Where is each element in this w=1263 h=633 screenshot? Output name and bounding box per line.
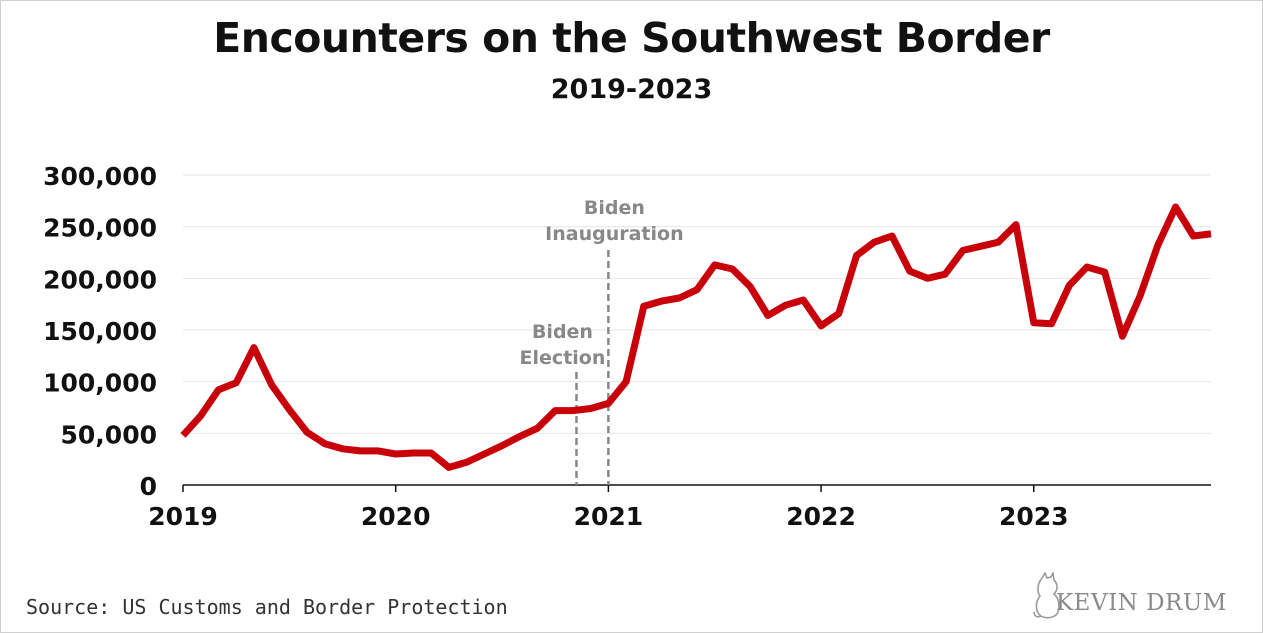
annotation-label: Election	[520, 347, 606, 369]
source-note: Source: US Customs and Border Protection	[26, 595, 508, 619]
x-tick-label: 2022	[786, 502, 856, 531]
annotation-label: Biden	[584, 197, 645, 219]
x-tick-label: 2023	[999, 502, 1069, 531]
y-tick-label: 250,000	[43, 214, 157, 243]
x-tick-label: 2020	[361, 502, 431, 531]
x-tick-label: 2021	[574, 502, 644, 531]
y-tick-label: 300,000	[43, 162, 157, 191]
brand-logo: KEVIN DRUM	[1028, 572, 1228, 622]
y-tick-label: 200,000	[43, 265, 157, 294]
x-tick-label: 2019	[148, 502, 218, 531]
chart-title: Encounters on the Southwest Border	[213, 14, 1050, 62]
y-tick-label: 150,000	[43, 317, 157, 346]
y-tick-label: 50,000	[61, 420, 157, 449]
y-tick-label: 0	[140, 472, 157, 501]
annotation-label: Biden	[532, 321, 593, 343]
cat-icon	[1033, 572, 1060, 619]
chart-subtitle: 2019-2023	[550, 74, 713, 105]
y-tick-label: 100,000	[43, 369, 157, 398]
logo-text: KEVIN DRUM	[1056, 590, 1227, 616]
annotation-label: Inauguration	[545, 223, 683, 245]
series-line	[180, 203, 1212, 471]
